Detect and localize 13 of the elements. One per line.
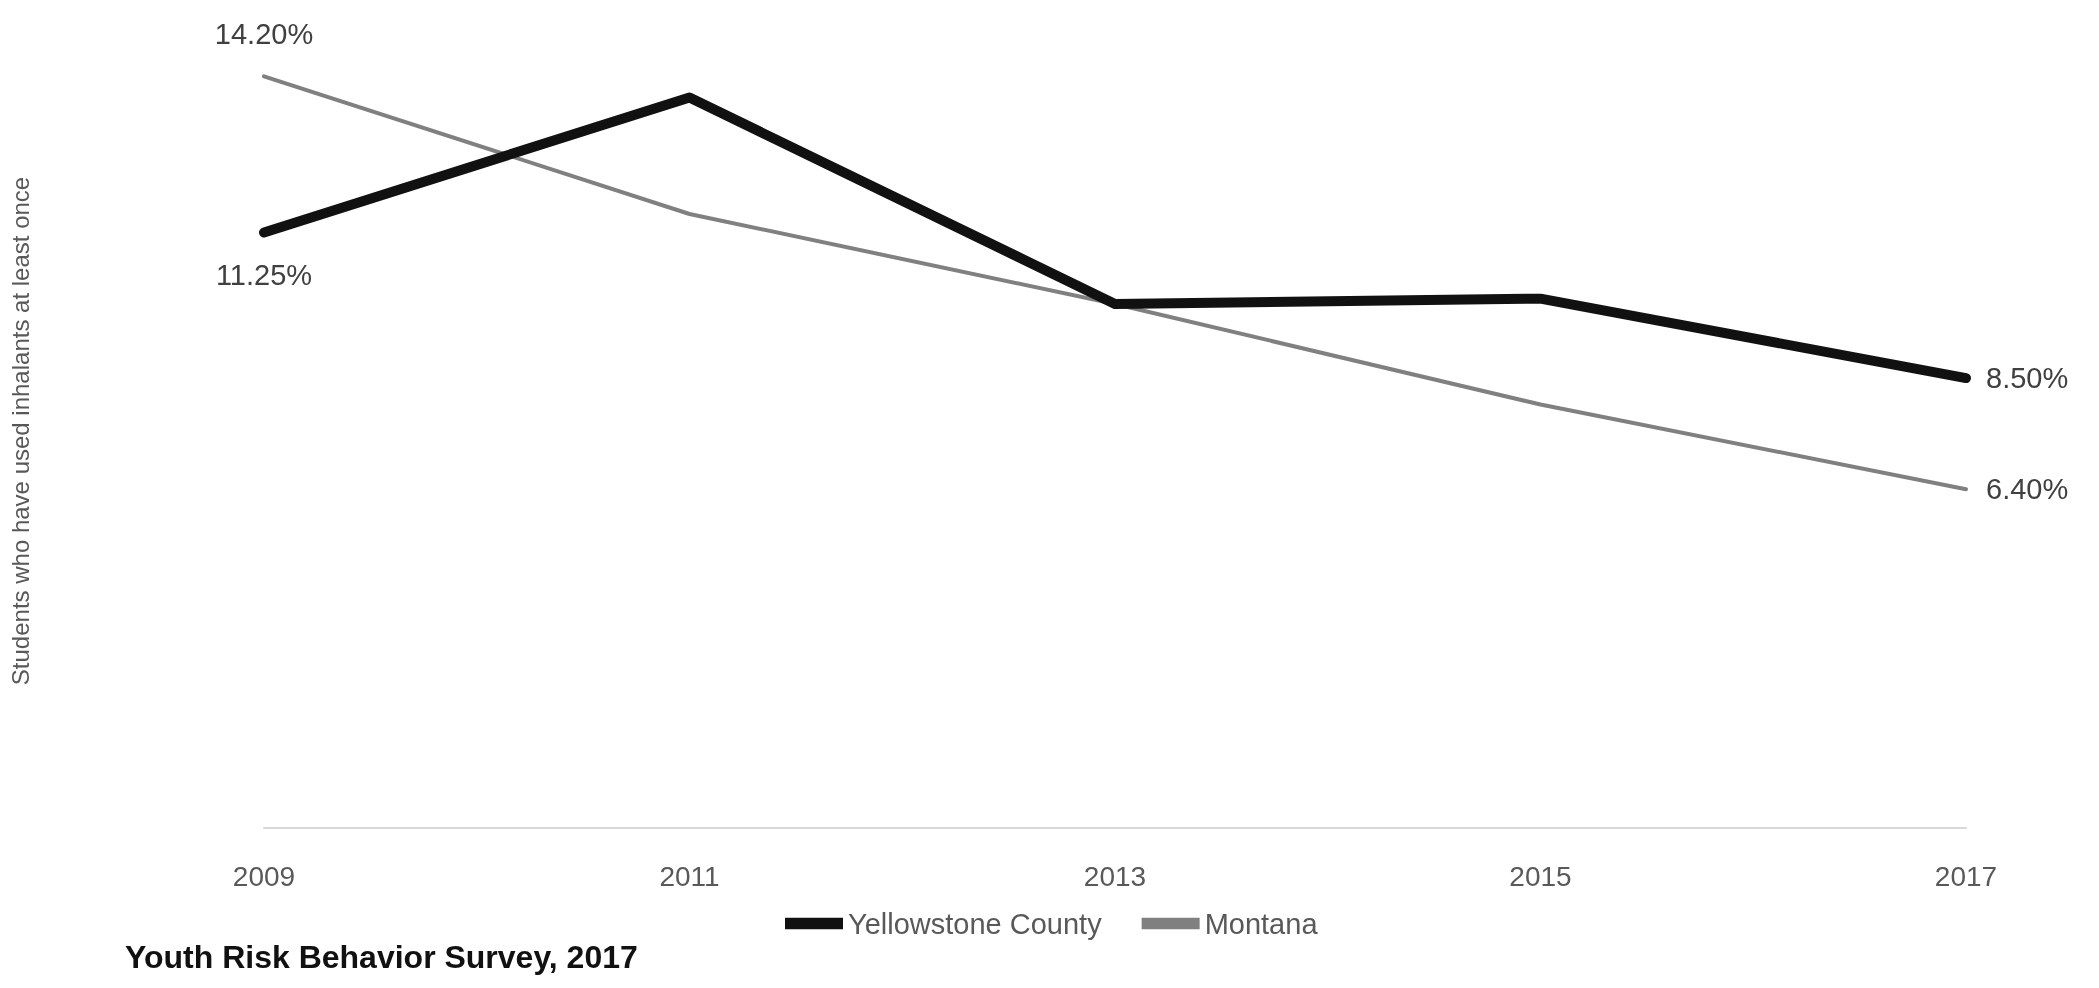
x-tick-label: 2015 — [1509, 860, 1572, 892]
legend-label: Montana — [1204, 907, 1319, 940]
data-label: 14.20% — [214, 17, 314, 50]
x-tick-label: 2009 — [232, 860, 296, 892]
x-tick-label: 2013 — [1083, 860, 1147, 892]
data-label: 11.25% — [215, 259, 313, 291]
text: Youth Risk Behavior Survey, 2017 — [125, 939, 638, 975]
legend-label: Yellowstone County — [848, 907, 1103, 940]
data-label: 8.50% — [1986, 362, 2069, 395]
y-axis-title: Students who have used inhalants at least once — [6, 176, 34, 686]
x-tick-label: 2011 — [659, 860, 720, 892]
x-tick-label: 2017 — [1934, 860, 1998, 892]
data-label: 6.40% — [1986, 473, 2069, 506]
